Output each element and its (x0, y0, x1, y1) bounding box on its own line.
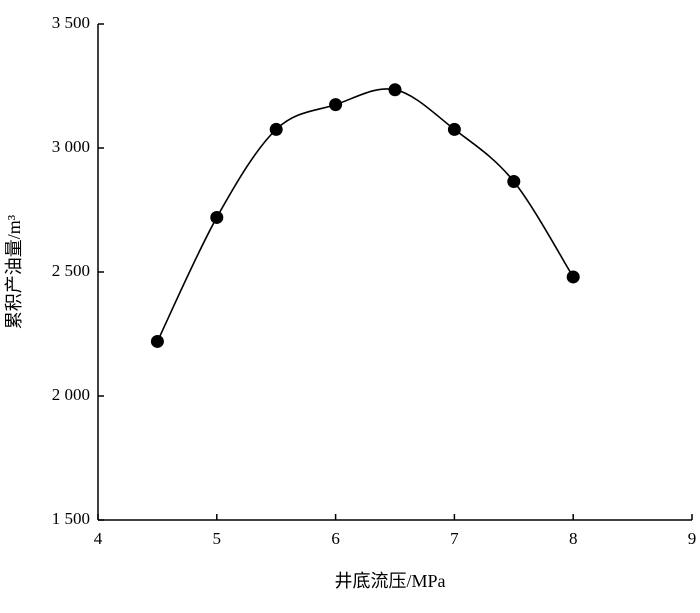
point (150, 334, 164, 348)
x-tick-label: 9 (688, 529, 697, 548)
x-tick-label: 4 (94, 529, 103, 548)
x-tick-label: 5 (213, 529, 222, 548)
point (269, 122, 283, 136)
point (447, 122, 461, 136)
point (507, 174, 521, 188)
y-tick-label: 3 500 (52, 13, 90, 32)
y-tick-label: 1 500 (52, 509, 90, 528)
x-tick-label: 7 (450, 529, 459, 548)
y-tick-label: 2 500 (52, 261, 90, 280)
point (329, 98, 343, 112)
x-tick-label: 6 (331, 529, 340, 548)
y-axis-label: 累积产油量/m³ (4, 214, 24, 329)
y-tick-label: 3 000 (52, 137, 90, 156)
point (566, 270, 580, 284)
x-axis-label: 井底流压/MPa (334, 571, 445, 591)
x-tick-label: 8 (569, 529, 578, 548)
point (388, 83, 402, 97)
point (210, 210, 224, 224)
y-tick-label: 2 000 (52, 385, 90, 404)
